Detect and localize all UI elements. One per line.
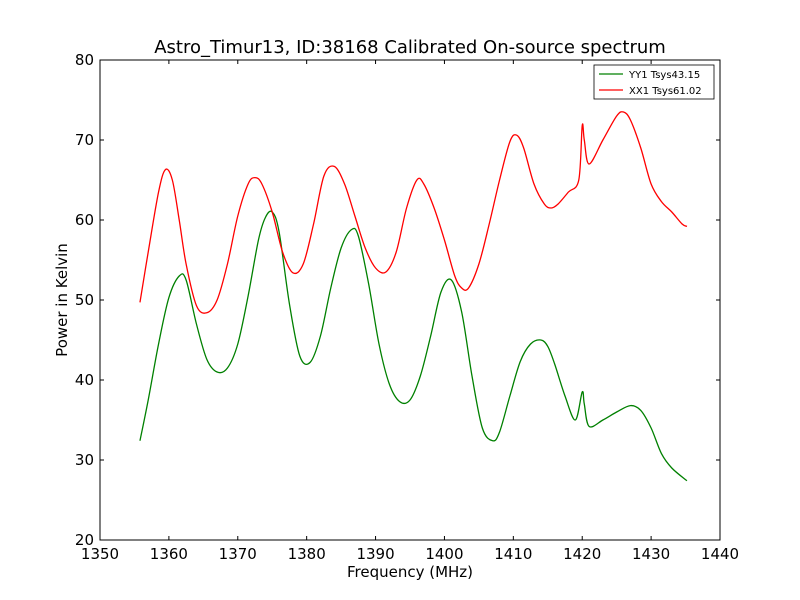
y-tick-label: 70 <box>75 131 94 149</box>
y-tick-label: 40 <box>75 371 94 389</box>
legend: YY1 Tsys43.15 XX1 Tsys61.02 <box>593 64 715 100</box>
legend-box <box>593 64 715 100</box>
y-tick-label: 50 <box>75 291 94 309</box>
legend-label-xx1: XX1 Tsys61.02 <box>629 86 702 97</box>
x-tick-label: 1440 <box>701 545 739 563</box>
x-tick-label: 1400 <box>425 545 463 563</box>
series-layer <box>139 111 688 482</box>
x-tick-label: 1370 <box>219 545 257 563</box>
y-axis-label: Power in Kelvin <box>53 243 71 357</box>
x-tick-label: 1390 <box>356 545 394 563</box>
y-tick-label: 20 <box>75 531 94 549</box>
x-tick-label: 1430 <box>632 545 670 563</box>
chart-title: Astro_Timur13, ID:38168 Calibrated On-so… <box>154 37 666 58</box>
x-axis-label: Frequency (MHz) <box>347 563 473 581</box>
series-line-xx1 <box>139 111 688 314</box>
y-tick-label: 80 <box>75 51 94 69</box>
x-tick-label: 1360 <box>150 545 188 563</box>
ticks-layer: 1350 1360 1370 1380 1390 1400 1410 1420 1430 1440… <box>75 51 739 563</box>
y-tick-label: 60 <box>75 211 94 229</box>
x-tick-label: 1410 <box>494 545 532 563</box>
x-tick-label: 1420 <box>563 545 601 563</box>
series-line-yy1 <box>139 210 688 482</box>
x-tick-label: 1380 <box>288 545 326 563</box>
y-tick-label: 30 <box>75 451 94 469</box>
legend-label-yy1: YY1 Tsys43.15 <box>628 70 700 81</box>
x-tick-label: 1350 <box>81 545 119 563</box>
